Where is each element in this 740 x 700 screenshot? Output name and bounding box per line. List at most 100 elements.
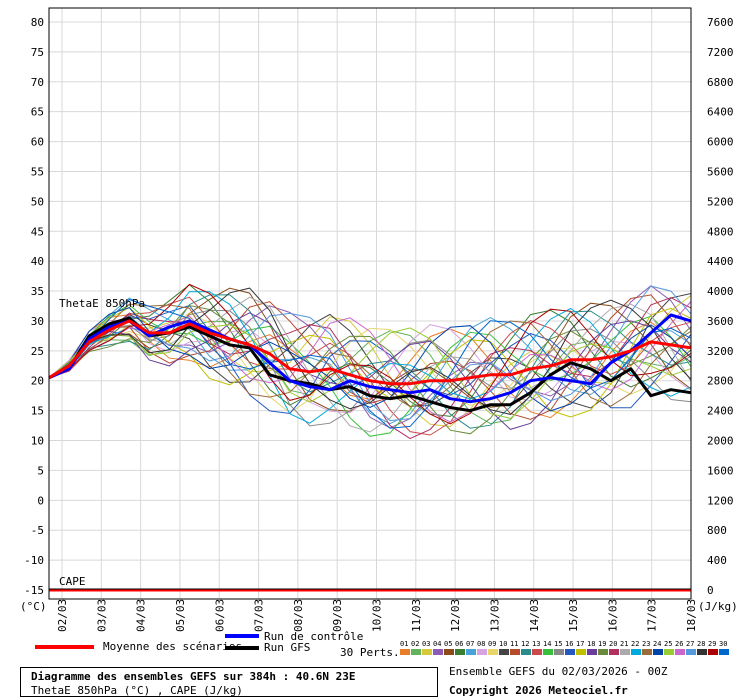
pert-legend-swatch [598, 649, 608, 655]
pert-legend-swatch [422, 649, 432, 655]
pert-legend-swatch [466, 649, 476, 655]
left-tick-label: 75 [31, 46, 44, 59]
pert-legend-number: 08 [477, 640, 485, 648]
pert-legend-swatch [719, 649, 729, 655]
perturbation-line [48, 283, 692, 425]
legend-gfs-label: Run GFS [264, 641, 310, 654]
pert-legend-number: 16 [565, 640, 573, 648]
left-tick-label: 60 [31, 136, 44, 149]
pert-legend-number: 25 [664, 640, 672, 648]
pert-legend-swatch [576, 649, 586, 655]
right-tick-label: 4400 [707, 255, 734, 268]
x-tick-label: 05/03 [174, 599, 187, 632]
pert-legend-number: 09 [488, 640, 496, 648]
x-tick-label: 10/03 [371, 599, 384, 632]
left-tick-label: -5 [31, 524, 44, 537]
pert-legend-number: 05 [444, 640, 452, 648]
pert-legend-number: 17 [576, 640, 584, 648]
right-tick-label: 4000 [707, 285, 734, 298]
left-tick-label: 10 [31, 435, 44, 448]
pert-legend-number: 20 [609, 640, 617, 648]
pert-legend-number: 03 [422, 640, 430, 648]
pert-legend-number: 11 [510, 640, 518, 648]
pert-legend-number: 28 [697, 640, 705, 648]
right-tick-label: 800 [707, 524, 727, 537]
pert-legend-swatch [521, 649, 531, 655]
x-tick-label: 08/03 [292, 599, 305, 632]
left-tick-label: -15 [24, 584, 44, 597]
pert-legend-number: 01 [400, 640, 408, 648]
pert-legend-number: 18 [587, 640, 595, 648]
pert-legend-swatch [499, 649, 509, 655]
x-tick-label: 14/03 [528, 599, 541, 632]
pert-legend-swatch [554, 649, 564, 655]
pert-legend-number: 15 [554, 640, 562, 648]
pert-legend-number: 13 [532, 640, 540, 648]
pert-legend-swatch [455, 649, 465, 655]
legend-mean-label: Moyenne des scénarios [103, 640, 242, 653]
perturbation-line [48, 296, 692, 433]
right-tick-label: 1200 [707, 494, 734, 507]
pert-legend-swatch [587, 649, 597, 655]
footer-subtitle: ThetaE 850hPa (°C) , CAPE (J/kg) [31, 684, 243, 697]
perturbation-line [48, 324, 692, 419]
right-tick-label: 6400 [707, 106, 734, 119]
right-tick-label: 2400 [707, 405, 734, 418]
x-tick-label: 15/03 [567, 599, 580, 632]
pert-legend-number: 30 [719, 640, 727, 648]
right-tick-label: 2800 [707, 375, 734, 388]
pert-legend-swatch [444, 649, 454, 655]
perturbation-line [48, 294, 692, 429]
pert-legend-number: 04 [433, 640, 441, 648]
pert-legend-number: 07 [466, 640, 474, 648]
left-tick-label: 40 [31, 255, 44, 268]
x-tick-label: 12/03 [449, 599, 462, 632]
perturbation-line [48, 301, 692, 423]
x-tick-label: 07/03 [253, 599, 266, 632]
x-tick-label: 18/03 [685, 599, 698, 632]
pert-legend-swatch [697, 649, 707, 655]
pert-legend-swatch [510, 649, 520, 655]
pert-legend-swatch [642, 649, 652, 655]
footer-box: Diagramme des ensembles GEFS sur 384h : … [20, 667, 438, 697]
left-tick-label: 80 [31, 16, 44, 29]
pert-legend-swatch [433, 649, 443, 655]
pert-legend-swatch [620, 649, 630, 655]
pert-legend-swatch [532, 649, 542, 655]
pert-legend-swatch [543, 649, 553, 655]
x-tick-label: 06/03 [213, 599, 226, 632]
pert-legend-number: 10 [499, 640, 507, 648]
pert-legend-number: 22 [631, 640, 639, 648]
cape-series [49, 588, 691, 592]
x-tick-label: 03/03 [95, 599, 108, 632]
right-tick-label: 400 [707, 554, 727, 567]
pert-legend-swatch [411, 649, 421, 655]
pert-legend-swatch [708, 649, 718, 655]
legend-perts-label: 30 Perts. [340, 646, 400, 659]
perturbation-line [48, 312, 692, 430]
pert-legend-number: 23 [642, 640, 650, 648]
right-tick-label: 5200 [707, 195, 734, 208]
left-tick-label: 70 [31, 76, 44, 89]
pert-legend-number: 26 [675, 640, 683, 648]
thetae-label: ThetaE 850hPa [59, 297, 145, 310]
right-tick-label: 0 [707, 584, 714, 597]
x-tick-label: 17/03 [646, 599, 659, 632]
left-axis-ticks: -15 -10 -5 0 5 10 15 20 25 30 35 40 45 50 55 60 65 70 75 80 [24, 16, 44, 597]
right-axis-unit: (J/kg) [698, 600, 738, 613]
pert-legend-number: 12 [521, 640, 529, 648]
perturbation-line [48, 319, 692, 414]
pert-legend-swatch [565, 649, 575, 655]
pert-legend-swatch [653, 649, 663, 655]
pert-legend-number: 24 [653, 640, 661, 648]
right-axis-ticks: 0 400 800 1200 1600 2000 2400 2800 3200 3600 4000 4… [707, 16, 734, 597]
x-tick-label: 04/03 [135, 599, 148, 632]
pert-legend-swatch [400, 649, 410, 655]
pert-legend-swatch [631, 649, 641, 655]
cape-label: CAPE [59, 575, 86, 588]
right-tick-label: 2000 [707, 435, 734, 448]
pert-legend-number: 02 [411, 640, 419, 648]
legend-control-label: Run de contrôle [264, 630, 363, 643]
right-tick-label: 7200 [707, 46, 734, 59]
perturbation-legend: 01 02 03 04 05 06 07 08 09 10 11 12 13 14 15 16 17 18 19 20… [400, 640, 729, 655]
